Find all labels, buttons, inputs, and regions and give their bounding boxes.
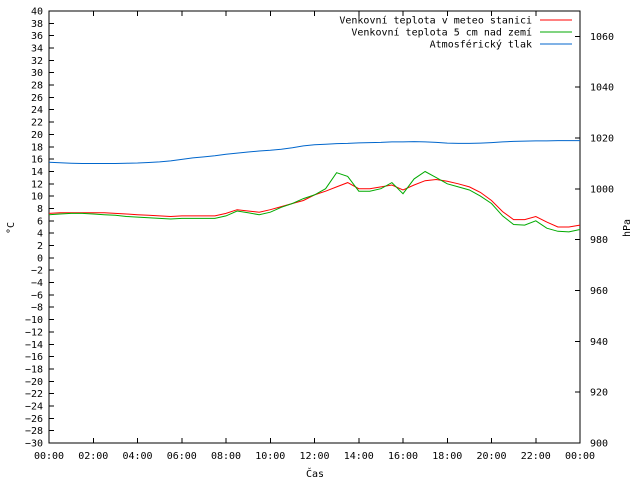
right-y-axis-title: hPa bbox=[622, 219, 633, 237]
right-y-tick-label: 920 bbox=[590, 388, 608, 399]
left-y-tick-label: −14 bbox=[25, 340, 43, 351]
series-line-2 bbox=[48, 170, 581, 233]
left-y-tick-label: −10 bbox=[25, 315, 43, 326]
left-y-tick-label: 20 bbox=[31, 130, 43, 141]
right-y-tick-label: 1000 bbox=[590, 184, 614, 195]
legend-label: Atmosférický tlak bbox=[430, 39, 532, 51]
legend-label: Venkovní teplota 5 cm nad zemí bbox=[351, 27, 532, 39]
left-y-tick-label: −6 bbox=[31, 290, 43, 301]
left-y-tick-label: 12 bbox=[31, 179, 43, 190]
x-tick-label: 08:00 bbox=[211, 451, 241, 462]
left-y-tick-label: 0 bbox=[37, 253, 43, 264]
left-y-tick-label: 28 bbox=[31, 81, 43, 92]
left-y-tick-label: −28 bbox=[25, 426, 43, 437]
legend-label: Venkovní teplota v meteo stanici bbox=[339, 15, 532, 27]
x-tick-label: 16:00 bbox=[388, 451, 418, 462]
x-tick-label: 14:00 bbox=[344, 451, 374, 462]
right-y-tick-label: 980 bbox=[590, 235, 608, 246]
right-y-tick-label: 1060 bbox=[590, 32, 614, 43]
x-tick-label: 00:00 bbox=[565, 451, 595, 462]
left-y-tick-label: 24 bbox=[31, 105, 43, 116]
series-line-1 bbox=[48, 178, 581, 228]
x-tick-label: 10:00 bbox=[255, 451, 285, 462]
plot-frame bbox=[48, 10, 581, 444]
left-y-tick-label: 32 bbox=[31, 56, 43, 67]
left-y-tick-label: −2 bbox=[31, 266, 43, 277]
x-tick-label: 18:00 bbox=[432, 451, 462, 462]
x-axis-title: Čas bbox=[306, 467, 324, 480]
left-y-tick-label: −16 bbox=[25, 352, 43, 363]
left-y-tick-label: −26 bbox=[25, 414, 43, 425]
x-axis: 00:00 02:00 04:00 06:00 08:00 10:00 12:00 14:00… bbox=[34, 11, 595, 462]
left-y-tick-label: −18 bbox=[25, 364, 43, 375]
left-y-tick-label: 2 bbox=[37, 241, 43, 252]
left-y-tick-label: 4 bbox=[37, 229, 43, 240]
left-y-tick-label: −4 bbox=[31, 278, 43, 289]
x-tick-label: 02:00 bbox=[78, 451, 108, 462]
left-y-tick-label: −12 bbox=[25, 327, 43, 338]
left-y-tick-label: 8 bbox=[37, 204, 43, 215]
left-y-tick-label: −20 bbox=[25, 377, 43, 388]
left-y-tick-label: −30 bbox=[25, 439, 43, 450]
left-y-tick-label: 26 bbox=[31, 93, 43, 104]
left-y-tick-label: 14 bbox=[31, 167, 43, 178]
left-y-tick-label: −24 bbox=[25, 401, 43, 412]
left-y-axis-title: °C bbox=[6, 222, 17, 234]
left-y-tick-label: 10 bbox=[31, 192, 43, 203]
x-tick-label: 00:00 bbox=[34, 451, 64, 462]
series-group bbox=[48, 140, 581, 233]
right-y-tick-label: 1020 bbox=[590, 134, 614, 145]
x-tick-label: 22:00 bbox=[521, 451, 551, 462]
left-y-tick-label: 36 bbox=[31, 31, 43, 42]
right-y-tick-label: 900 bbox=[590, 439, 608, 450]
x-tick-label: 06:00 bbox=[167, 451, 197, 462]
right-y-tick-label: 940 bbox=[590, 337, 608, 348]
left-y-tick-label: 38 bbox=[31, 19, 43, 30]
left-y-tick-label: 40 bbox=[31, 7, 43, 18]
left-y-tick-label: −22 bbox=[25, 389, 43, 400]
plot-border bbox=[48, 10, 581, 444]
series-line-3 bbox=[48, 140, 580, 164]
x-tick-label: 04:00 bbox=[122, 451, 152, 462]
left-y-tick-label: 16 bbox=[31, 155, 43, 166]
left-y-tick-label: 22 bbox=[31, 118, 43, 129]
right-y-tick-label: 1040 bbox=[590, 83, 614, 94]
left-y-axis: −30−28−26−24−22−20−18−16−14−12−10−8−6−4−… bbox=[25, 7, 54, 450]
left-y-tick-label: −8 bbox=[31, 303, 43, 314]
left-y-tick-label: 34 bbox=[31, 44, 43, 55]
right-y-axis: 900 920 940 960 980 1000 1020 1040 1060 bbox=[575, 32, 614, 450]
x-tick-label: 20:00 bbox=[476, 451, 506, 462]
left-y-tick-label: 6 bbox=[37, 216, 43, 227]
left-y-tick-label: 30 bbox=[31, 68, 43, 79]
left-y-tick-label: 18 bbox=[31, 142, 43, 153]
x-tick-label: 12:00 bbox=[299, 451, 329, 462]
legend: Venkovní teplota v meteo staniciVenkovní… bbox=[339, 15, 572, 51]
right-y-tick-label: 960 bbox=[590, 286, 608, 297]
